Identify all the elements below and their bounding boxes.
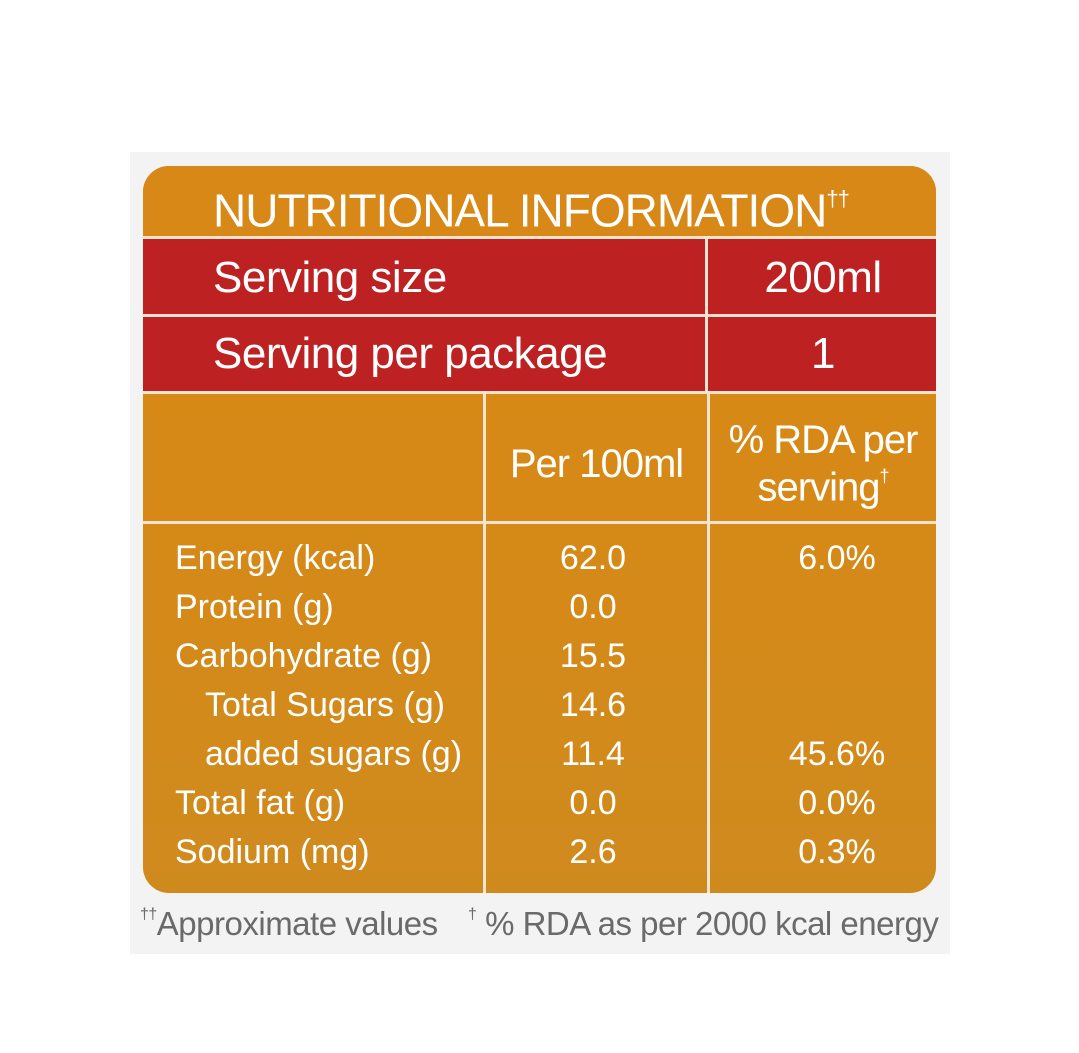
nutrient-per100: 0.0	[569, 784, 617, 822]
footnote-rda-mark: †	[468, 906, 477, 923]
rule-under-title	[143, 236, 936, 239]
nutrient-row-total-sugars: Total Sugars (g) 14.6	[143, 681, 936, 730]
nutrient-per100: 0.0	[569, 588, 617, 626]
rule-column-divider-2	[707, 394, 710, 893]
rule-under-serving-package	[143, 391, 936, 394]
nutrient-per100: 14.6	[559, 686, 627, 724]
nutrient-row-added-sugars: added sugars (g) 11.4 45.6%	[143, 730, 936, 779]
nutrient-rda: 6.0%	[798, 539, 876, 577]
footnote-rda-text: % RDA as per 2000 kcal energy	[476, 905, 939, 942]
title-bar: NUTRITIONAL INFORMATION††	[143, 166, 936, 238]
rule-serving-divider	[705, 238, 708, 392]
nutrient-name: Energy (kcal)	[175, 539, 376, 577]
nutrition-label: NUTRITIONAL INFORMATION†† Serving size 2…	[143, 166, 936, 893]
footnote-rda: † % RDA as per 2000 kcal energy	[468, 897, 939, 946]
serving-size-value: 200ml	[764, 253, 882, 302]
serving-size-label: Serving size	[213, 253, 447, 302]
nutrient-name: Protein (g)	[175, 588, 334, 626]
nutrient-rda: 0.0%	[798, 784, 876, 822]
nutrient-row-protein: Protein (g) 0.0	[143, 583, 936, 632]
nutrient-per100: 62.0	[559, 539, 627, 577]
rule-under-column-header	[143, 521, 936, 524]
rda-header-mark: †	[879, 466, 889, 486]
nutrient-name: Total fat (g)	[175, 784, 346, 822]
nutrient-rda: 45.6%	[788, 735, 886, 773]
footnote-approx-mark: ††	[140, 906, 157, 923]
footnote-approximate: ††Approximate values	[140, 897, 438, 946]
nutrient-row-carbohydrate: Carbohydrate (g) 15.5	[143, 632, 936, 681]
nutrient-per100: 2.6	[569, 833, 617, 871]
per-100ml-header: Per 100ml	[509, 442, 684, 486]
rda-header-line2-text: serving	[757, 465, 881, 510]
nutrient-row-sodium: Sodium (mg) 2.6 0.3%	[143, 828, 936, 877]
nutrient-name: Carbohydrate (g)	[175, 637, 433, 675]
nutrient-name: Sodium (mg)	[175, 833, 370, 871]
rule-column-divider-1	[483, 394, 486, 893]
nutrient-row-total-fat: Total fat (g) 0.0 0.0%	[143, 779, 936, 828]
footnote-approx-text: Approximate values	[156, 905, 438, 942]
rda-header-line2: serving†	[710, 460, 936, 507]
nutrient-name: Total Sugars (g)	[205, 686, 445, 724]
nutrient-rda: 0.3%	[798, 833, 876, 871]
nutrient-per100: 11.4	[561, 735, 625, 773]
rule-under-serving-size	[143, 314, 936, 317]
title-footnote-mark: ††	[826, 186, 850, 211]
label-title: NUTRITIONAL INFORMATION††	[213, 176, 850, 237]
serving-package-value: 1	[811, 329, 835, 378]
rda-header-line1: % RDA per	[728, 418, 919, 462]
nutrient-name: added sugars (g)	[205, 735, 463, 773]
nutrient-row-energy: Energy (kcal) 62.0 6.0%	[143, 534, 936, 583]
nutrient-per100: 15.5	[559, 637, 627, 675]
label-title-text: NUTRITIONAL INFORMATION	[213, 184, 827, 237]
serving-package-label: Serving per package	[213, 329, 608, 378]
